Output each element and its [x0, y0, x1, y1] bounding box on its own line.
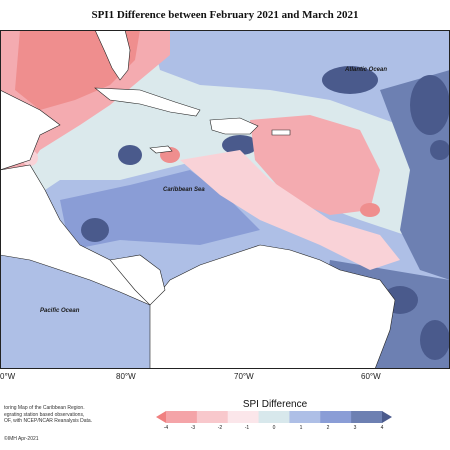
florida-land	[94, 30, 131, 81]
legend-tick-label: 3	[353, 425, 357, 431]
legend-tick-label: 0	[272, 425, 276, 431]
legend-swatch	[227, 411, 260, 423]
jamaica-land	[149, 145, 173, 154]
dark-blob	[430, 140, 450, 160]
legend-swatch	[166, 411, 198, 423]
central-america-isthmus	[109, 254, 166, 306]
map-title: SPI1 Difference between February 2021 an…	[91, 9, 359, 21]
yucatan-land	[0, 89, 61, 171]
hispaniola-land	[209, 117, 259, 135]
dark-blob	[410, 75, 450, 135]
puerto-rico-land	[271, 129, 291, 136]
legend-swatch	[289, 411, 321, 423]
legend-title: SPI Difference	[242, 399, 308, 410]
dark-blob	[222, 135, 258, 155]
copyright-text: ©IMH Apr-2021	[4, 436, 39, 442]
spi-difference-map: Atlantic Ocean Caribbean Sea Pacific Oce…	[0, 30, 450, 369]
dark-blob	[118, 145, 142, 165]
south-america-land	[149, 244, 396, 369]
blue-region-central	[60, 170, 260, 250]
pacific-ocean-label: Pacific Ocean	[40, 308, 80, 314]
dark-blob	[322, 66, 378, 94]
legend-tick-label: -3	[190, 425, 196, 431]
legend-tick-label: -1	[244, 425, 250, 431]
longitude-label: 70°W	[234, 372, 254, 381]
dark-blob	[81, 218, 109, 242]
legend-tick-label: 4	[380, 425, 384, 431]
cuba-land	[94, 87, 201, 117]
legend-tick-label: -2	[217, 425, 223, 431]
legend-arrow-left	[156, 411, 166, 423]
credit-text: toring Map of the Caribbean Region. egra…	[4, 405, 114, 425]
red-blob	[360, 203, 380, 217]
legend-colorbar	[156, 411, 392, 423]
light-red-region-east	[180, 150, 400, 270]
legend-swatch	[196, 411, 229, 423]
legend-swatch	[258, 411, 290, 423]
legend-swatch	[351, 411, 383, 423]
credit-line: egrating station based observations,	[4, 411, 85, 418]
atlantic-ocean-label: Atlantic Ocean	[344, 67, 387, 73]
caribbean-sea-label: Caribbean Sea	[163, 187, 205, 193]
credit-line: OF, with NCEP/NCAR Reanalysis Data.	[4, 418, 93, 424]
credit-line: toring Map of the Caribbean Region.	[4, 405, 85, 411]
legend-tick-label: 1	[299, 425, 303, 431]
legend-arrow-right	[382, 411, 392, 423]
dark-blob	[420, 320, 450, 360]
longitude-label: 60°W	[361, 372, 381, 381]
legend-tick-label: 2	[326, 425, 330, 431]
longitude-label: 80°W	[116, 372, 136, 381]
legend-tick-label: -4	[163, 425, 169, 431]
blue-region-north	[150, 30, 450, 125]
legend-swatch	[320, 411, 352, 423]
longitude-label: 0°W	[0, 372, 16, 381]
